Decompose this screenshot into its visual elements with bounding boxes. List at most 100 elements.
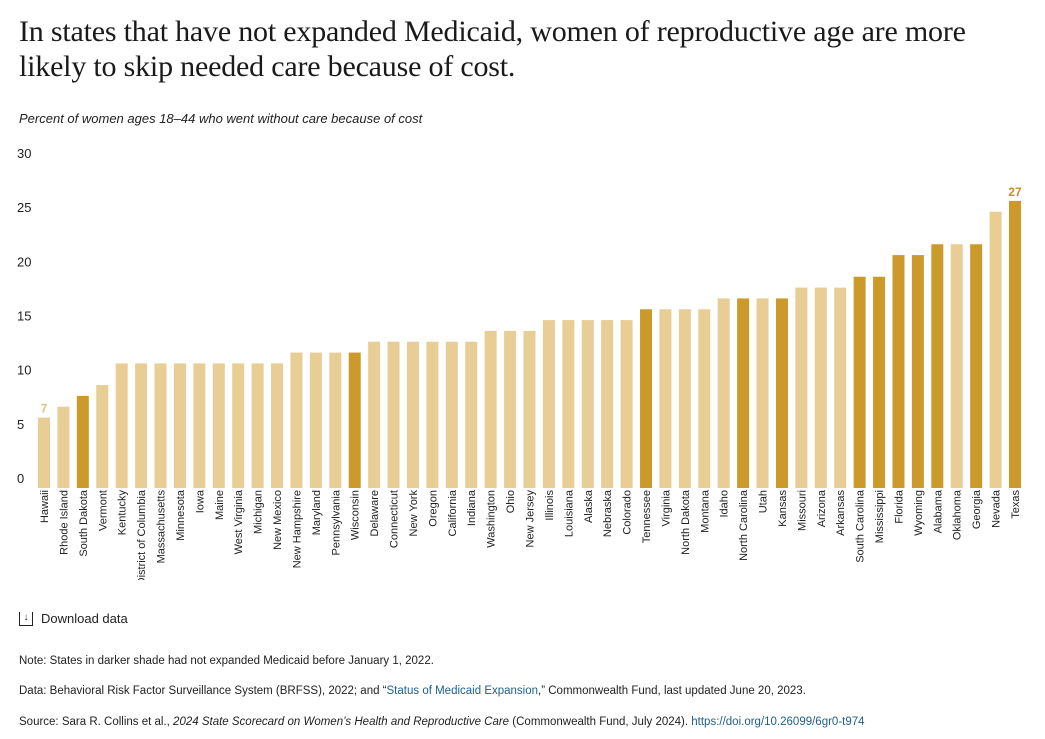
y-tick-label: 10 — [17, 363, 31, 378]
bar — [38, 417, 50, 488]
y-tick-label: 0 — [17, 471, 24, 486]
x-tick-label: Oklahoma — [952, 489, 964, 540]
bar — [368, 341, 381, 488]
report-title: 2024 State Scorecard on Women’s Health a… — [173, 716, 510, 728]
chart-title: In states that have not expanded Medicai… — [19, 15, 966, 83]
x-tick-label: Virginia — [660, 489, 672, 526]
source-middle: (Commonwealth Fund, July 2024). — [509, 716, 692, 728]
chart-note: Note: States in darker shade had not exp… — [19, 655, 434, 667]
x-tick-label: North Carolina — [738, 489, 750, 561]
bar — [173, 363, 186, 488]
bar — [251, 363, 264, 488]
bar — [931, 244, 944, 488]
bar — [329, 352, 342, 488]
bar — [135, 363, 148, 488]
medicaid-expansion-link[interactable]: Status of Medicaid Expansion — [386, 685, 539, 697]
x-tick-label: Wyoming — [913, 490, 925, 536]
bar — [542, 320, 555, 488]
bar — [698, 309, 711, 488]
bar — [465, 341, 478, 488]
bar — [562, 320, 575, 488]
data-label: 7 — [41, 402, 48, 416]
x-tick-label: Mississippi — [874, 490, 886, 543]
bar — [445, 341, 458, 488]
bar — [775, 298, 788, 488]
x-tick-label: South Carolina — [855, 489, 867, 563]
bar — [1009, 200, 1021, 488]
bar — [115, 363, 128, 488]
bar — [76, 395, 89, 488]
x-tick-label: Ohio — [505, 490, 517, 513]
x-tick-label: Florida — [893, 489, 905, 524]
x-tick-label: Alaska — [583, 489, 595, 523]
x-tick-label: Delaware — [369, 490, 381, 536]
bar-chart: 0 5 10 15 20 25 30 Hawaii Rhode Island South Dako… — [17, 146, 1022, 580]
download-icon: ↓ — [19, 611, 33, 626]
x-tick-label: Louisiana — [563, 489, 575, 537]
y-tick-label: 25 — [17, 200, 31, 215]
bar — [950, 244, 963, 488]
x-tick-label: Pennsylvania — [330, 489, 342, 555]
bar — [193, 363, 206, 488]
source-line: Source: Sara R. Collins et al., 2024 Sta… — [19, 716, 865, 728]
bar — [523, 330, 536, 488]
data-source-prefix: Data: Behavioral Risk Factor Surveillanc… — [19, 685, 387, 697]
x-tick-label: Maryland — [311, 490, 323, 535]
x-tick-label: Nebraska — [602, 489, 614, 537]
bar — [737, 298, 750, 488]
x-tick-label: Nevada — [991, 489, 1003, 528]
bar — [232, 363, 245, 488]
x-tick-label: Minnesota — [175, 489, 187, 541]
x-tick-label: New Mexico — [272, 490, 284, 550]
bar — [892, 255, 905, 488]
bar — [581, 320, 594, 488]
bar — [795, 287, 808, 488]
bar — [659, 309, 672, 488]
x-tick-label: Texas — [1010, 490, 1022, 519]
x-tick-label: Rhode Island — [58, 490, 70, 555]
bar — [290, 352, 303, 488]
x-tick-label: Hawaii — [39, 490, 51, 523]
download-label: Download data — [41, 611, 128, 626]
bar — [57, 406, 70, 488]
bar — [348, 352, 361, 488]
x-tick-label: Georgia — [971, 489, 983, 529]
bar — [989, 211, 1002, 488]
bar — [271, 363, 284, 488]
x-tick-label: Kansas — [777, 490, 789, 527]
x-tick-label: Illinois — [544, 490, 556, 521]
bar — [717, 298, 730, 488]
x-tick-label: Vermont — [97, 490, 109, 531]
y-tick-label: 15 — [17, 309, 31, 324]
x-tick-label: South Dakota — [78, 489, 90, 557]
x-tick-label: Iowa — [194, 489, 206, 513]
x-tick-label: Maine — [214, 490, 226, 520]
download-data-button[interactable]: ↓ Download data — [19, 611, 128, 626]
x-tick-label: California — [447, 489, 459, 536]
y-tick-label: 20 — [17, 254, 31, 269]
chart-subtitle: Percent of women ages 18–44 who went wit… — [19, 111, 423, 126]
x-tick-label: New Hampshire — [291, 490, 303, 568]
bar — [212, 363, 225, 488]
bar — [873, 276, 886, 488]
source-prefix: Source: Sara R. Collins et al., — [19, 716, 174, 728]
data-source-line: Data: Behavioral Risk Factor Surveillanc… — [19, 685, 806, 697]
bar — [96, 385, 109, 488]
x-tick-label: Michigan — [253, 490, 265, 534]
y-tick-label: 30 — [17, 146, 31, 161]
bar — [504, 330, 517, 488]
x-tick-label: Wisconsin — [350, 490, 362, 540]
doi-link[interactable]: https://doi.org/10.26099/6gr0-t974 — [691, 716, 865, 728]
x-tick-label: Connecticut — [389, 490, 401, 548]
x-tick-label: Indiana — [466, 489, 478, 526]
x-tick-label: New York — [408, 490, 420, 537]
bar — [620, 320, 633, 488]
bar — [911, 255, 924, 488]
bar — [834, 287, 847, 488]
y-tick-label: 5 — [17, 417, 24, 432]
x-tick-label: New Jersey — [525, 490, 537, 548]
x-tick-label: Arizona — [816, 489, 828, 527]
bar — [426, 341, 439, 488]
x-tick-label: Alabama — [932, 489, 944, 533]
bar — [678, 309, 691, 488]
